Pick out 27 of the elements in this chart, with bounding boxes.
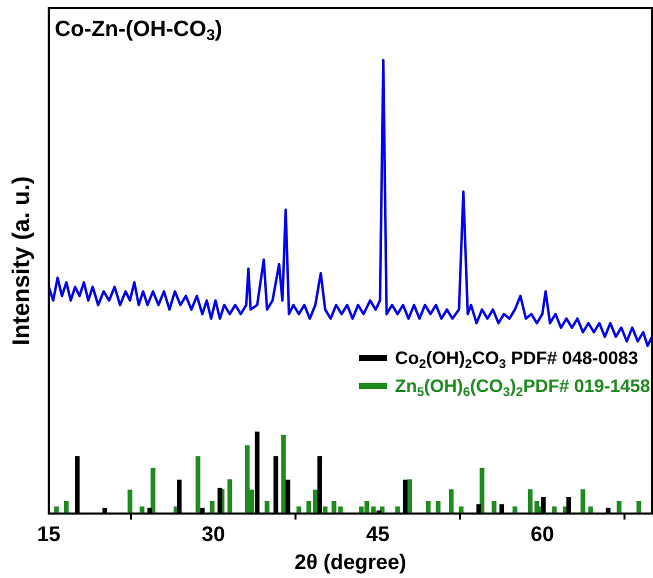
bar — [264, 501, 270, 514]
bar — [227, 479, 232, 514]
bar — [312, 490, 318, 514]
bar — [528, 489, 533, 514]
bar — [395, 506, 400, 514]
x-axis-title: 2θ (degree) — [294, 551, 406, 574]
bar — [580, 489, 586, 514]
x-tick-label: 45 — [366, 522, 390, 546]
legend-label: Co$_{2}$(OH)$_{2}$CO$_{3}$ PDF# 048-0083 — [395, 348, 638, 371]
bar — [128, 490, 132, 514]
bar — [150, 468, 156, 514]
text: Zn$_{5}$(OH)$_{6}$(CO$_{3}$)$_{2}$PDF# 019-1458 — [395, 376, 650, 399]
x-tick-label: 60 — [530, 522, 554, 546]
bar — [371, 506, 376, 514]
y-axis-title: Intensity (a. u.) — [8, 176, 36, 346]
chart-title: Co-Zn-(OH-CO$_{3}$) — [54, 16, 222, 44]
bar — [448, 489, 454, 514]
x-tick-label: 15 — [37, 522, 61, 546]
bar — [407, 479, 412, 514]
bar — [480, 468, 484, 514]
bar — [54, 506, 59, 514]
x-tick-label: 30 — [202, 522, 225, 546]
bar — [492, 501, 496, 514]
bar — [244, 445, 250, 514]
bar — [281, 434, 286, 514]
bar — [140, 506, 144, 514]
bar — [196, 456, 200, 514]
